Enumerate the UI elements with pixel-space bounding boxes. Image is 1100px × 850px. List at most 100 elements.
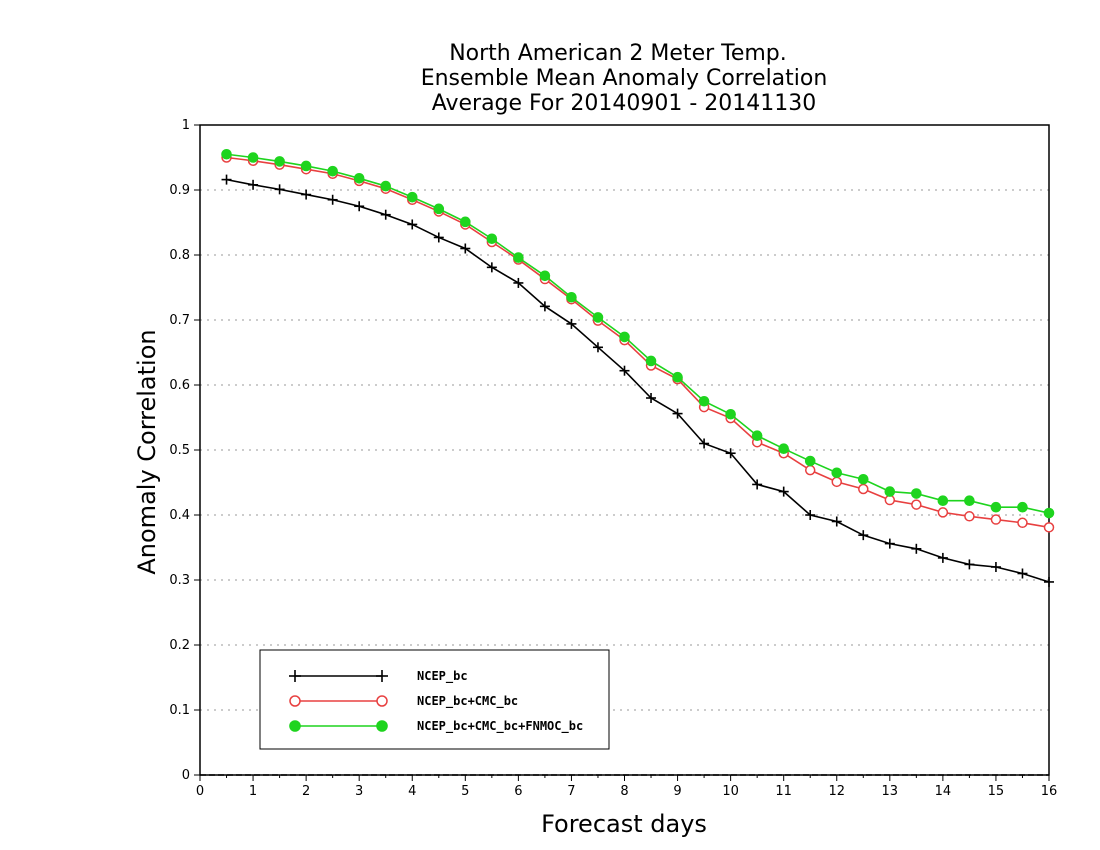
data-point — [221, 174, 232, 185]
data-point — [990, 501, 1002, 513]
x-tick-label: 3 — [355, 784, 363, 799]
x-axis-ticks: 0 1 2 3 4 5 6 7 8 9 10 11 12 13 14 15 16 — [196, 775, 1057, 799]
chart-title: North American 2 Meter Temp. Ensemble Me… — [421, 41, 828, 116]
legend-label: NCEP_bc — [417, 669, 468, 684]
data-point — [778, 486, 789, 497]
data-point — [1017, 517, 1028, 529]
legend-entry: NCEP_bc — [289, 669, 468, 684]
x-tick-label: 2 — [302, 784, 310, 799]
data-point — [376, 720, 388, 732]
title-line-1: North American 2 Meter Temp. — [449, 41, 787, 66]
data-point — [300, 160, 312, 172]
data-point — [433, 203, 445, 215]
data-point — [289, 695, 301, 707]
data-point — [566, 318, 577, 329]
data-point — [752, 479, 763, 490]
data-point — [460, 216, 471, 228]
data-point — [274, 184, 285, 195]
x-tick-label: 4 — [408, 784, 416, 799]
legend-label: NCEP_bc+CMC_bc — [417, 694, 518, 709]
data-point — [274, 156, 285, 167]
data-point — [539, 270, 551, 282]
x-tick-label: 14 — [935, 784, 952, 799]
data-point — [911, 488, 922, 499]
x-tick-label: 1 — [249, 784, 257, 799]
series-ncep-bc — [221, 174, 1054, 587]
y-tick-label: 0.6 — [169, 378, 190, 393]
series-ncep-bc-cmc-bc — [221, 152, 1055, 533]
data-point — [831, 467, 843, 479]
data-point — [937, 507, 949, 518]
y-tick-label: 0.1 — [169, 703, 190, 718]
series-ncep-bc-cmc-bc-fnmoc-bc — [221, 148, 1055, 519]
data-point — [327, 165, 338, 177]
legend-entry: NCEP_bc+CMC_bc — [289, 694, 518, 709]
y-tick-label: 0.5 — [169, 443, 190, 458]
data-point — [884, 538, 895, 549]
data-point — [911, 543, 922, 554]
y-tick-label: 0.2 — [169, 638, 190, 653]
y-axis-title: Anomaly Correlation — [133, 329, 161, 574]
x-tick-label: 8 — [620, 784, 628, 799]
data-point — [433, 232, 444, 243]
data-point — [911, 499, 922, 510]
data-point — [406, 191, 418, 203]
series-line — [226, 178, 1050, 583]
data-point — [486, 262, 497, 273]
x-tick-label: 7 — [567, 784, 575, 799]
y-tick-label: 0.7 — [169, 313, 190, 328]
data-point — [725, 408, 736, 420]
data-point — [247, 152, 259, 163]
data-point — [964, 495, 975, 507]
y-tick-label: 1 — [182, 118, 190, 133]
data-point — [937, 495, 949, 507]
data-point — [354, 201, 365, 212]
data-point — [592, 342, 603, 353]
title-line-3: Average For 20140901 - 20141130 — [432, 91, 817, 116]
data-point — [672, 408, 683, 419]
data-point — [857, 473, 869, 485]
legend-label: NCEP_bc+CMC_bc+FNMOC_bc — [417, 719, 583, 734]
x-tick-label: 13 — [882, 784, 899, 799]
data-point — [566, 291, 577, 303]
data-point — [376, 670, 388, 682]
data-point — [964, 511, 975, 522]
x-tick-label: 15 — [988, 784, 1005, 799]
data-point — [407, 219, 418, 230]
data-point — [804, 464, 816, 476]
title-line-2: Ensemble Mean Anomaly Correlation — [421, 66, 828, 91]
data-point — [248, 179, 259, 190]
data-point — [539, 301, 550, 312]
x-tick-label: 9 — [673, 784, 681, 799]
y-axis-ticks: 0 0.1 0.2 0.3 0.4 0.5 0.6 0.7 0.8 0.9 1 — [169, 118, 200, 783]
data-point — [301, 189, 312, 200]
data-point — [964, 559, 975, 570]
x-tick-label: 10 — [722, 784, 739, 799]
data-point — [289, 720, 301, 732]
data-point — [1017, 501, 1028, 513]
x-tick-label: 5 — [461, 784, 469, 799]
data-point — [486, 233, 498, 245]
data-point — [831, 476, 842, 488]
legend: NCEP_bc NCEP_bc+CMC_bc NCEP_bc+CMC_bc+FNMO… — [259, 649, 610, 750]
series-line — [226, 156, 1050, 529]
y-tick-label: 0.4 — [169, 508, 190, 523]
x-tick-label: 12 — [828, 784, 845, 799]
data-point — [1043, 522, 1055, 533]
data-point — [592, 312, 604, 323]
data-point — [376, 695, 388, 707]
data-point — [805, 510, 816, 520]
series-group — [221, 148, 1055, 587]
data-point — [884, 486, 896, 497]
x-tick-label: 6 — [514, 784, 522, 799]
y-tick-label: 0 — [182, 768, 190, 783]
x-tick-label: 0 — [196, 784, 204, 799]
data-point — [460, 243, 471, 254]
data-point — [646, 393, 657, 403]
data-point — [513, 252, 524, 263]
data-point — [751, 430, 763, 442]
data-point — [619, 365, 630, 376]
x-axis-title: Forecast days — [541, 810, 707, 838]
data-point — [725, 448, 736, 459]
